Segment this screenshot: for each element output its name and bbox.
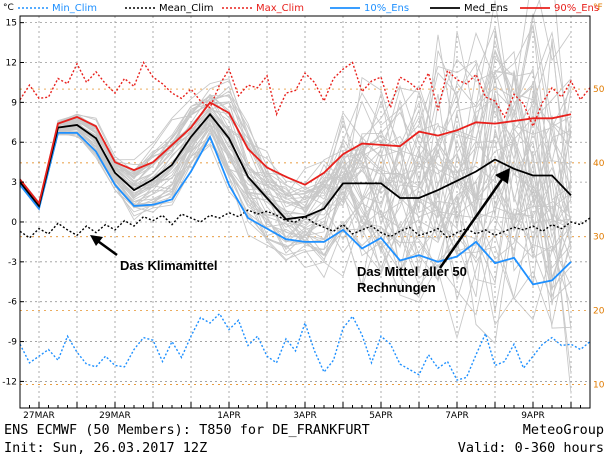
ensemble-member-line <box>19 124 572 321</box>
y-tick-label: 12 <box>6 59 17 69</box>
mittel-arrowhead <box>495 168 510 184</box>
y-tick-label: 9 <box>11 98 17 108</box>
series-line-med-ens <box>19 112 572 221</box>
legend-label: Mean_Clim <box>159 3 214 14</box>
x-tick-label: 5APR <box>369 411 393 421</box>
legend-label: 90%_Ens <box>554 3 599 14</box>
annotations: Das Klimamittel Das Mittel aller 50 Rech… <box>90 168 510 295</box>
annotation-mittel-line1: Das Mittel aller 50 <box>357 264 467 279</box>
footer-line2-right: Valid: 0-360 hours <box>457 440 604 456</box>
axes: -12 -9 -6 -3 0 3 6 9 12 15 °C 10 20 30 40 50 °F 27MAR 29MA… <box>2 3 604 421</box>
annotation-klimamittel: Das Klimamittel <box>120 258 218 273</box>
y-tick-label: -6 <box>8 298 17 308</box>
y-tick-label: 0 <box>11 218 17 228</box>
legend-label: Min_Clim <box>52 3 97 14</box>
series-lines <box>19 60 591 381</box>
klimamittel-arrowhead <box>90 235 103 246</box>
annotation-mittel-line2: Rechnungen <box>357 280 436 295</box>
legend-label: Max_Clim <box>256 3 304 14</box>
ensemble-member-line <box>19 69 572 225</box>
x-tick-label: 1APR <box>217 411 241 421</box>
ensemble-member-line <box>19 13 572 217</box>
series-line-10-ens <box>19 131 572 286</box>
legend: Min_Clim Mean_Clim Max_Clim 10%_Ens Med_Ens 9… <box>18 3 599 14</box>
y-tick-label-fahrenheit: 10 <box>593 380 605 390</box>
y-tick-label-fahrenheit: 50 <box>593 85 605 95</box>
series-line-max-clim <box>19 60 591 129</box>
y-axis-unit-right: °F <box>593 3 603 13</box>
x-tick-label: 9APR <box>521 411 545 421</box>
y-tick-label-fahrenheit: 30 <box>593 233 605 243</box>
x-tick-label: 29MAR <box>99 411 131 421</box>
series-line-90-ens <box>19 101 572 206</box>
y-tick-label: 3 <box>11 178 17 188</box>
ensemble-member-line <box>19 131 572 326</box>
mittel-arrow-line <box>438 177 505 269</box>
y-tick-label-fahrenheit: 20 <box>593 307 605 317</box>
x-tick-label: 27MAR <box>23 411 55 421</box>
y-tick-label: -9 <box>8 338 17 348</box>
footer-line1-right: MeteoGroup <box>522 422 604 438</box>
y-tick-label: -12 <box>2 377 17 387</box>
ensemble-member-line <box>19 87 572 206</box>
ensemble-member-line <box>19 24 572 204</box>
legend-label: 10%_Ens <box>364 3 409 14</box>
ensemble-member-line <box>19 124 572 290</box>
y-tick-label: 6 <box>11 138 17 148</box>
legend-label: Med_Ens <box>464 3 508 14</box>
y-tick-label: 15 <box>6 19 17 29</box>
y-tick-label-fahrenheit: 40 <box>593 159 605 169</box>
y-tick-label: -3 <box>8 258 17 268</box>
footer-line1-left: ENS ECMWF (50 Members): T850 for DE_FRAN… <box>4 422 370 438</box>
y-axis-unit-left: °C <box>3 3 14 13</box>
x-tick-label: 7APR <box>445 411 469 421</box>
ensemble-member-line <box>19 76 572 233</box>
series-line-mean-clim <box>19 209 591 239</box>
x-tick-label: 3APR <box>293 411 317 421</box>
footer-line2-left: Init: Sun, 26.03.2017 12Z <box>4 440 208 456</box>
ensemble-member-line <box>19 30 572 204</box>
